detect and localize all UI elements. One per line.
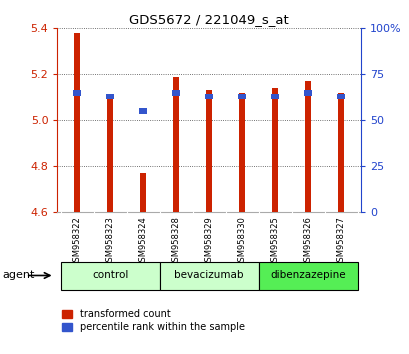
Bar bbox=[272, 88, 277, 212]
Bar bbox=[206, 91, 211, 212]
Text: GSM958323: GSM958323 bbox=[106, 216, 115, 267]
Bar bbox=[337, 93, 343, 212]
Text: agent: agent bbox=[3, 270, 35, 280]
Bar bbox=[336, 93, 344, 99]
Text: control: control bbox=[92, 270, 128, 280]
Bar bbox=[106, 93, 114, 99]
Bar bbox=[140, 173, 146, 212]
Bar bbox=[238, 93, 245, 212]
Bar bbox=[171, 90, 180, 96]
Bar bbox=[304, 81, 310, 212]
Text: GSM958329: GSM958329 bbox=[204, 216, 213, 267]
Text: dibenzazepine: dibenzazepine bbox=[270, 270, 345, 280]
Bar bbox=[159, 262, 258, 290]
Bar bbox=[258, 262, 357, 290]
Text: bevacizumab: bevacizumab bbox=[174, 270, 243, 280]
Text: GSM958326: GSM958326 bbox=[303, 216, 312, 267]
Text: GSM958322: GSM958322 bbox=[72, 216, 81, 267]
Bar bbox=[139, 108, 147, 114]
Bar bbox=[61, 262, 159, 290]
Bar bbox=[173, 76, 179, 212]
Text: GSM958325: GSM958325 bbox=[270, 216, 279, 267]
Bar bbox=[74, 33, 80, 212]
Text: GSM958328: GSM958328 bbox=[171, 216, 180, 267]
Bar bbox=[270, 93, 279, 99]
Text: GSM958330: GSM958330 bbox=[237, 216, 246, 267]
Bar bbox=[73, 90, 81, 96]
Bar bbox=[237, 93, 246, 99]
Title: GDS5672 / 221049_s_at: GDS5672 / 221049_s_at bbox=[129, 13, 288, 26]
Bar bbox=[107, 95, 113, 212]
Bar bbox=[204, 93, 213, 99]
Text: GSM958324: GSM958324 bbox=[138, 216, 147, 267]
Text: GSM958327: GSM958327 bbox=[336, 216, 345, 267]
Legend: transformed count, percentile rank within the sample: transformed count, percentile rank withi… bbox=[62, 309, 244, 332]
Bar bbox=[303, 90, 311, 96]
